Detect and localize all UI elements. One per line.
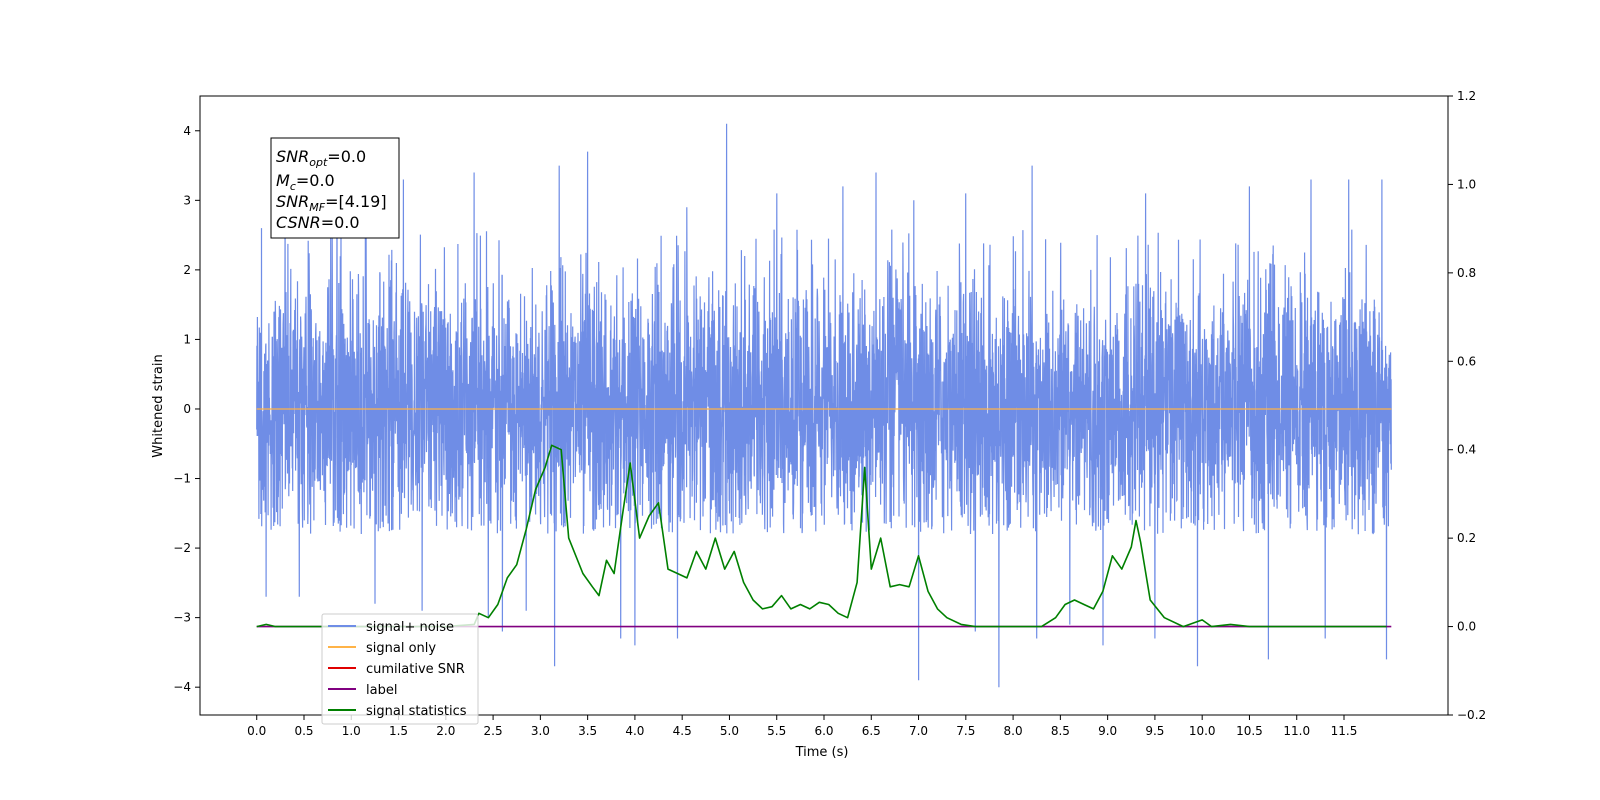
x-tick-label: 2.5: [484, 724, 503, 738]
y-tick-label: 1: [183, 332, 191, 346]
svg-text:SNRopt=0.0: SNRopt=0.0: [276, 147, 366, 169]
x-tick-label: 6.5: [862, 724, 881, 738]
y-tick-label: −4: [173, 680, 191, 694]
y2-axis-ticks: −0.2 0.0 0.2 0.4 0.6 0.8 1.0 1.2: [1448, 89, 1486, 722]
x-tick-label: 0.5: [294, 724, 313, 738]
y2-tick-label: 1.0: [1457, 177, 1476, 191]
x-tick-label: 0.0: [247, 724, 266, 738]
x-tick-label: 9.0: [1098, 724, 1117, 738]
y-tick-label: 2: [183, 263, 191, 277]
svg-text:SNRMF=[4.19]: SNRMF=[4.19]: [276, 192, 387, 214]
annotation-4-value: =0.0: [321, 213, 360, 232]
x-tick-label: 4.0: [625, 724, 644, 738]
legend-label: cumilative SNR: [366, 662, 465, 677]
legend-label: signal statistics: [366, 704, 467, 719]
y-tick-label: −3: [173, 611, 191, 625]
legend-item-cumilative-snr: cumilative SNR: [328, 662, 465, 677]
legend-label: signal only: [366, 641, 436, 656]
svg-text:Mc=0.0: Mc=0.0: [276, 171, 335, 193]
y-axis-ticks: −4 −3 −2 −1 0 1 2 3 4: [173, 124, 200, 694]
annotation-box: SNRopt=0.0 Mc=0.0 SNRMF=[4.19] CSNR=0.0: [270, 137, 400, 239]
y2-tick-label: −0.2: [1457, 708, 1486, 722]
y-tick-label: 0: [183, 402, 191, 416]
y2-tick-label: 0.0: [1457, 620, 1476, 634]
x-tick-label: 6.0: [814, 724, 833, 738]
signal-statistics-line: [256, 444, 1387, 628]
y-tick-label: 3: [183, 193, 191, 207]
x-tick-label: 11.5: [1331, 724, 1358, 738]
annotation-3-value: =[4.19]: [325, 192, 387, 211]
annotation-3-base: SNR: [276, 192, 309, 211]
legend-label: signal+ noise: [366, 620, 454, 635]
x-tick-label: 2.0: [436, 724, 455, 738]
legend-item-label: label: [328, 683, 397, 698]
signal-noise-layer: [256, 123, 1392, 688]
annotation-1-sub: opt: [309, 156, 328, 169]
x-tick-label: 1.0: [342, 724, 361, 738]
annotation-1-base: SNR: [276, 147, 309, 166]
x-tick-label: 5.0: [720, 724, 739, 738]
y2-tick-label: 1.2: [1457, 89, 1476, 103]
x-tick-label: 3.5: [578, 724, 597, 738]
annotation-1-value: =0.0: [327, 147, 366, 166]
x-tick-label: 7.0: [909, 724, 928, 738]
legend-label: label: [366, 683, 397, 698]
x-tick-label: 7.5: [956, 724, 975, 738]
x-tick-label: 1.5: [389, 724, 408, 738]
legend: signal+ noise signal only cumilative SNR…: [321, 613, 479, 725]
legend-item-signal-statistics: signal statistics: [328, 704, 467, 719]
x-axis-label: Time (s): [795, 745, 849, 760]
x-tick-label: 10.5: [1236, 724, 1263, 738]
annotation-3-sub: MF: [309, 201, 325, 214]
y-axis-label: Whitened strain: [151, 354, 166, 457]
y2-tick-label: 0.2: [1457, 531, 1476, 545]
x-tick-label: 10.0: [1189, 724, 1216, 738]
x-tick-label: 8.5: [1051, 724, 1070, 738]
x-tick-label: 5.5: [767, 724, 786, 738]
x-tick-label: 3.0: [531, 724, 550, 738]
annotation-2-base: M: [276, 171, 290, 190]
x-axis-ticks: 0.0 0.5 1.0 1.5 2.0 2.5 3.0 3.5 4.0 4.5 5.0 5.5 6.0 6…: [247, 715, 1357, 738]
y2-tick-label: 0.6: [1457, 354, 1476, 368]
x-tick-label: 4.5: [673, 724, 692, 738]
y-tick-label: −2: [173, 541, 191, 555]
y2-tick-label: 0.8: [1457, 266, 1476, 280]
annotation-2-sub: c: [290, 180, 296, 193]
legend-item-signal-only: signal only: [328, 641, 436, 656]
y-tick-label: −1: [173, 472, 191, 486]
svg-text:CSNR=0.0: CSNR=0.0: [276, 213, 360, 232]
y2-tick-label: 0.4: [1457, 443, 1476, 457]
annotation-4-base: CSNR: [276, 213, 321, 232]
y-tick-label: 4: [183, 124, 191, 138]
x-tick-label: 8.0: [1004, 724, 1023, 738]
x-tick-label: 11.0: [1283, 724, 1310, 738]
legend-item-signal-noise: signal+ noise: [328, 620, 454, 635]
annotation-2-value: =0.0: [296, 171, 335, 190]
x-tick-label: 9.5: [1145, 724, 1164, 738]
signal-noise-line: [256, 123, 1392, 688]
